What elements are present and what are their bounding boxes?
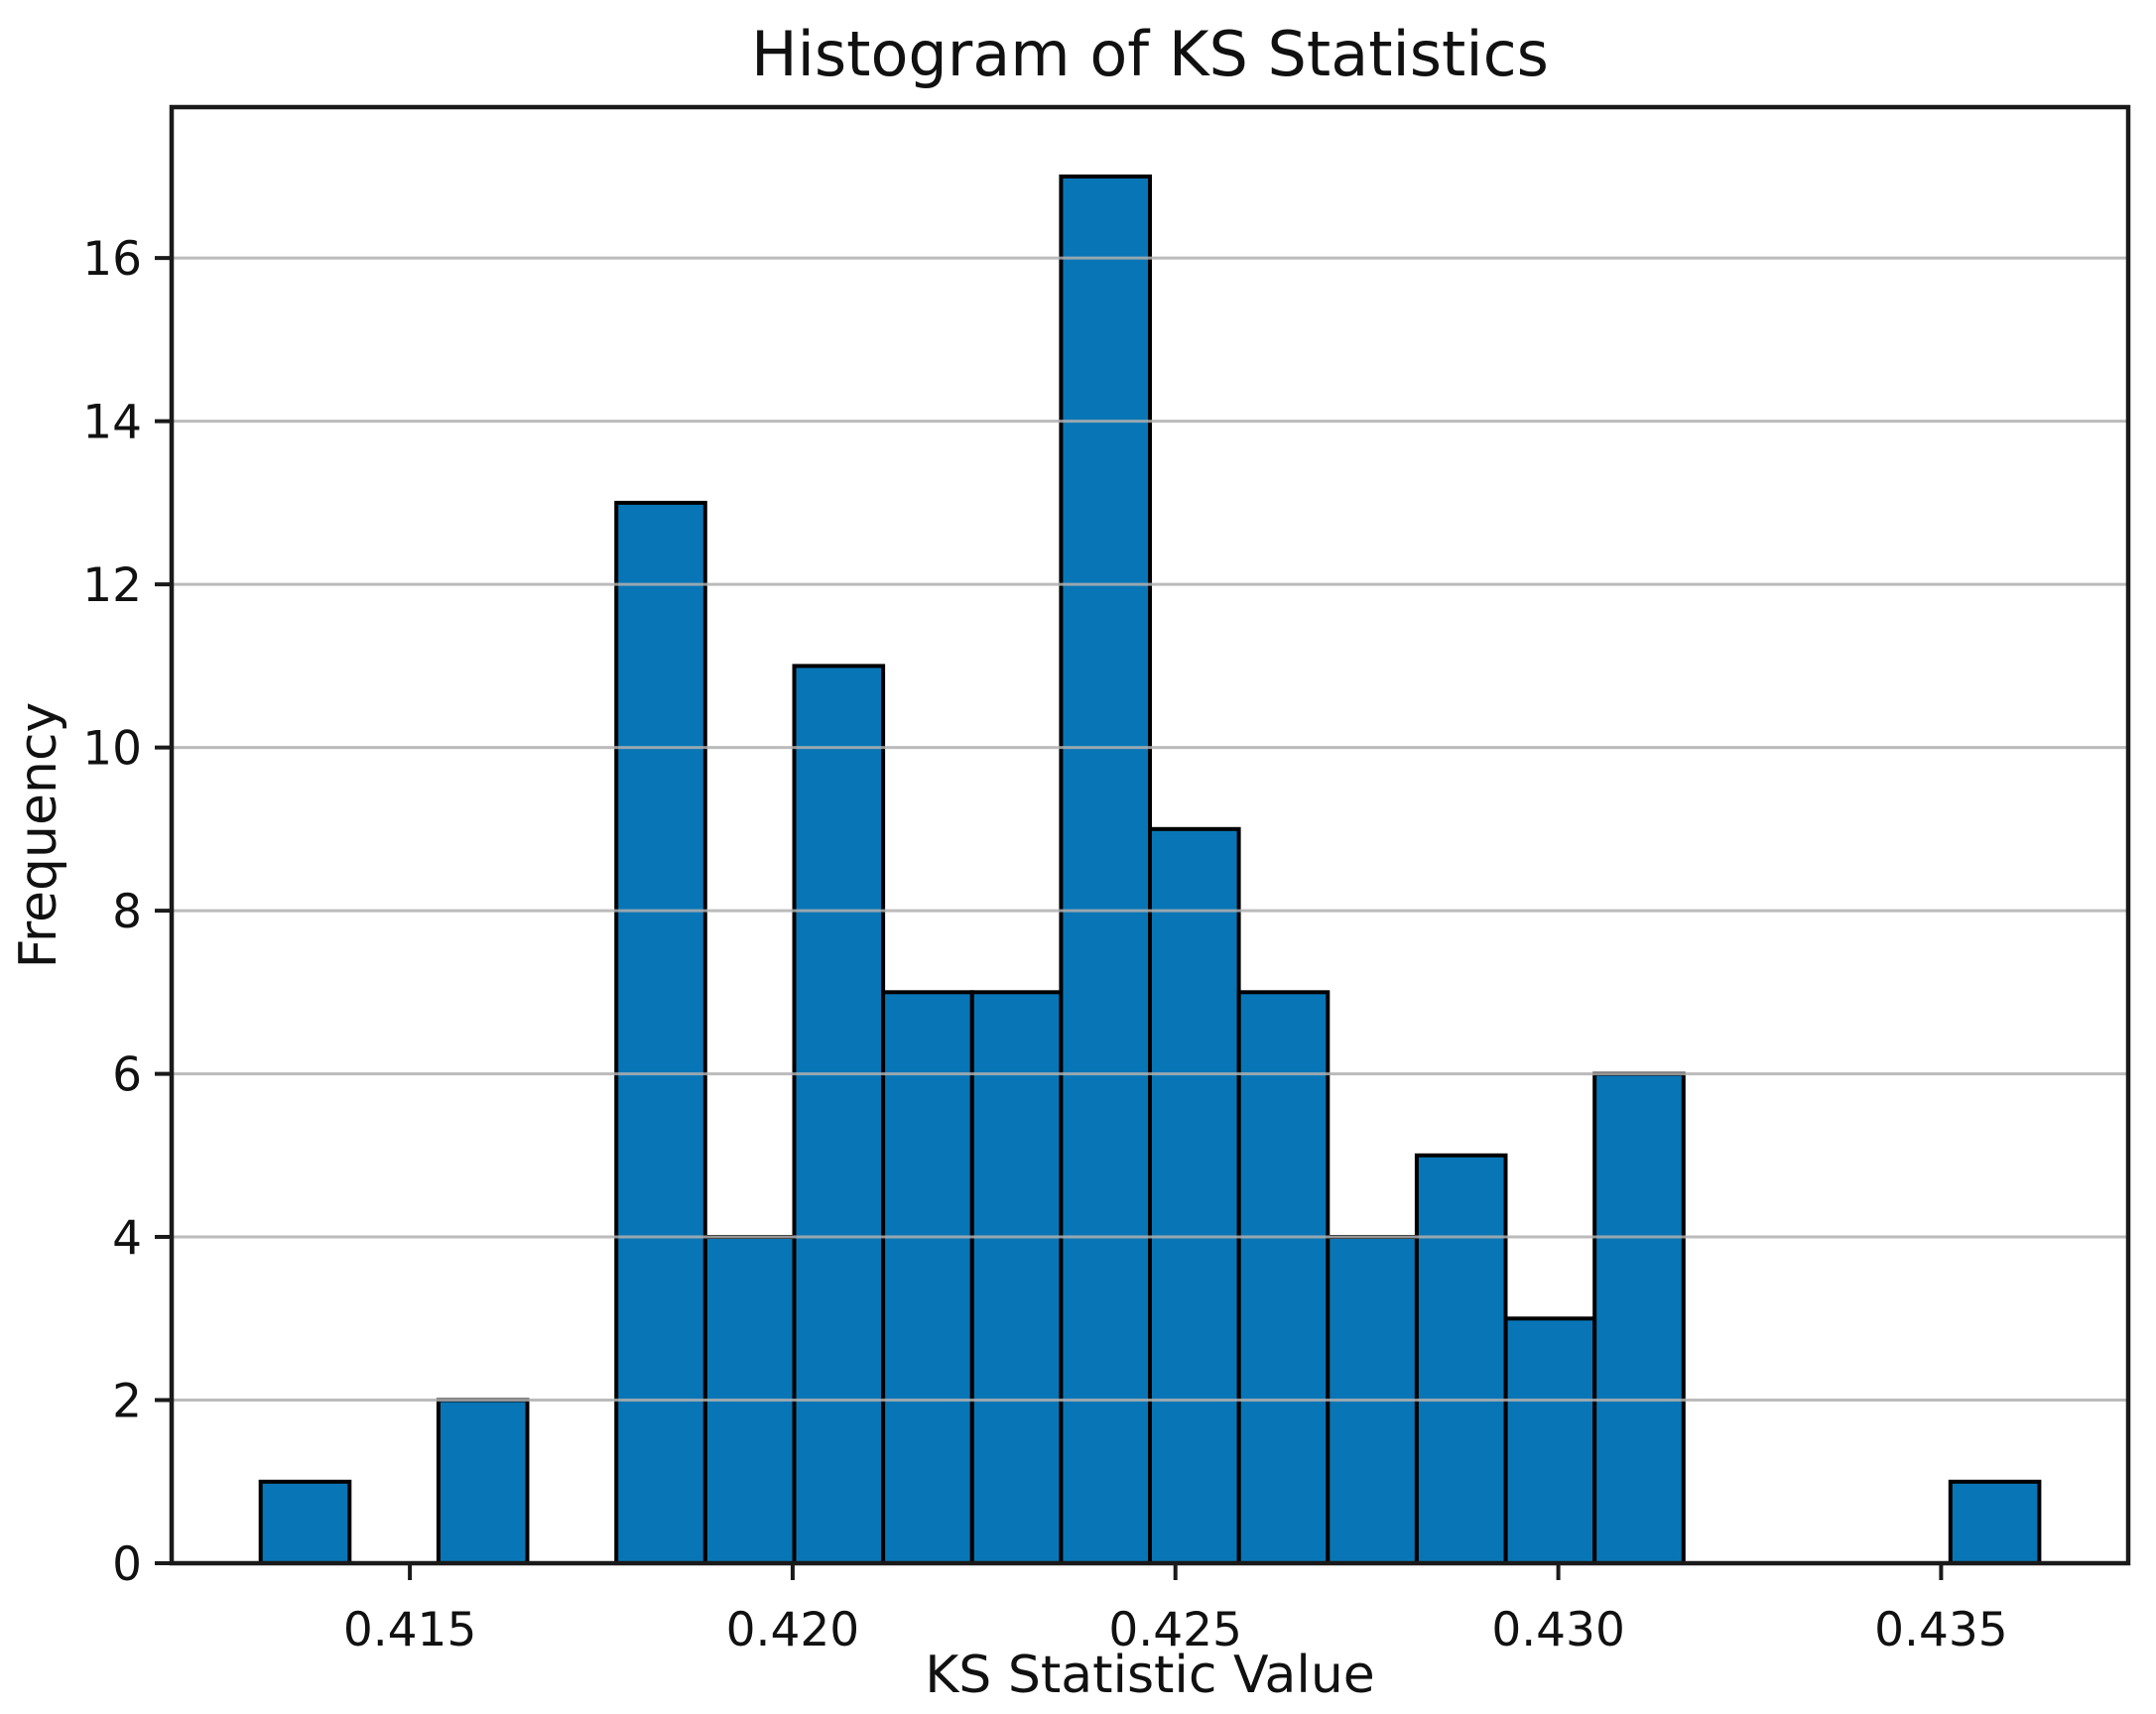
histogram-bar-bin14 (1414, 1153, 1508, 1566)
x-tick-label-0.425: 0.425 (1108, 1603, 1242, 1657)
y-tick-label-10: 10 (82, 722, 142, 777)
bars-group (258, 174, 2042, 1566)
y-tick-label-16: 16 (82, 232, 142, 287)
y-tick-label-4: 4 (112, 1211, 142, 1266)
axes-spines-group (169, 104, 2131, 1566)
y-tick-label-2: 2 (112, 1375, 142, 1429)
y-tick-label-14: 14 (82, 396, 142, 450)
y-axis-label: Frequency (9, 702, 68, 969)
chart-title: Histogram of KS Statistics (751, 18, 1549, 90)
histogram-bar-bin7 (792, 664, 886, 1565)
y-tick-label-0: 0 (112, 1537, 142, 1592)
histogram-bar-bin9 (969, 990, 1064, 1565)
histogram-bar-bin15 (1503, 1316, 1597, 1566)
tick-marks-group (155, 256, 1944, 1580)
tick-labels-group: 0.415 0.420 0.425 0.430 0.435 0 2 4 6 8 10 12 14 16 (82, 232, 2007, 1657)
y-tick-label-12: 12 (82, 558, 142, 613)
histogram-bar-bin12 (1236, 990, 1331, 1565)
x-tick-label-0.415: 0.415 (343, 1603, 477, 1657)
plot-border (169, 104, 2131, 1566)
y-tick-label-8: 8 (112, 885, 142, 939)
gridlines-group (172, 256, 2128, 1402)
histogram-bar-bin10 (1059, 174, 1153, 1565)
x-tick-label-0.435: 0.435 (1874, 1603, 2008, 1657)
histogram-bar-bin3 (436, 1398, 530, 1565)
x-axis-label: KS Statistic Value (925, 1646, 1375, 1705)
histogram-bar-bin16 (1592, 1071, 1686, 1565)
histogram-bar-bin1 (258, 1479, 352, 1566)
histogram-bar-bin11 (1148, 826, 1241, 1565)
x-tick-label-0.430: 0.430 (1491, 1603, 1625, 1657)
x-tick-label-0.420: 0.420 (726, 1603, 860, 1657)
histogram-bar-bin5 (614, 500, 707, 1565)
histogram-bar-bin8 (881, 990, 974, 1565)
histogram-bar-bin20 (1948, 1479, 2042, 1566)
y-tick-label-6: 6 (112, 1048, 142, 1103)
